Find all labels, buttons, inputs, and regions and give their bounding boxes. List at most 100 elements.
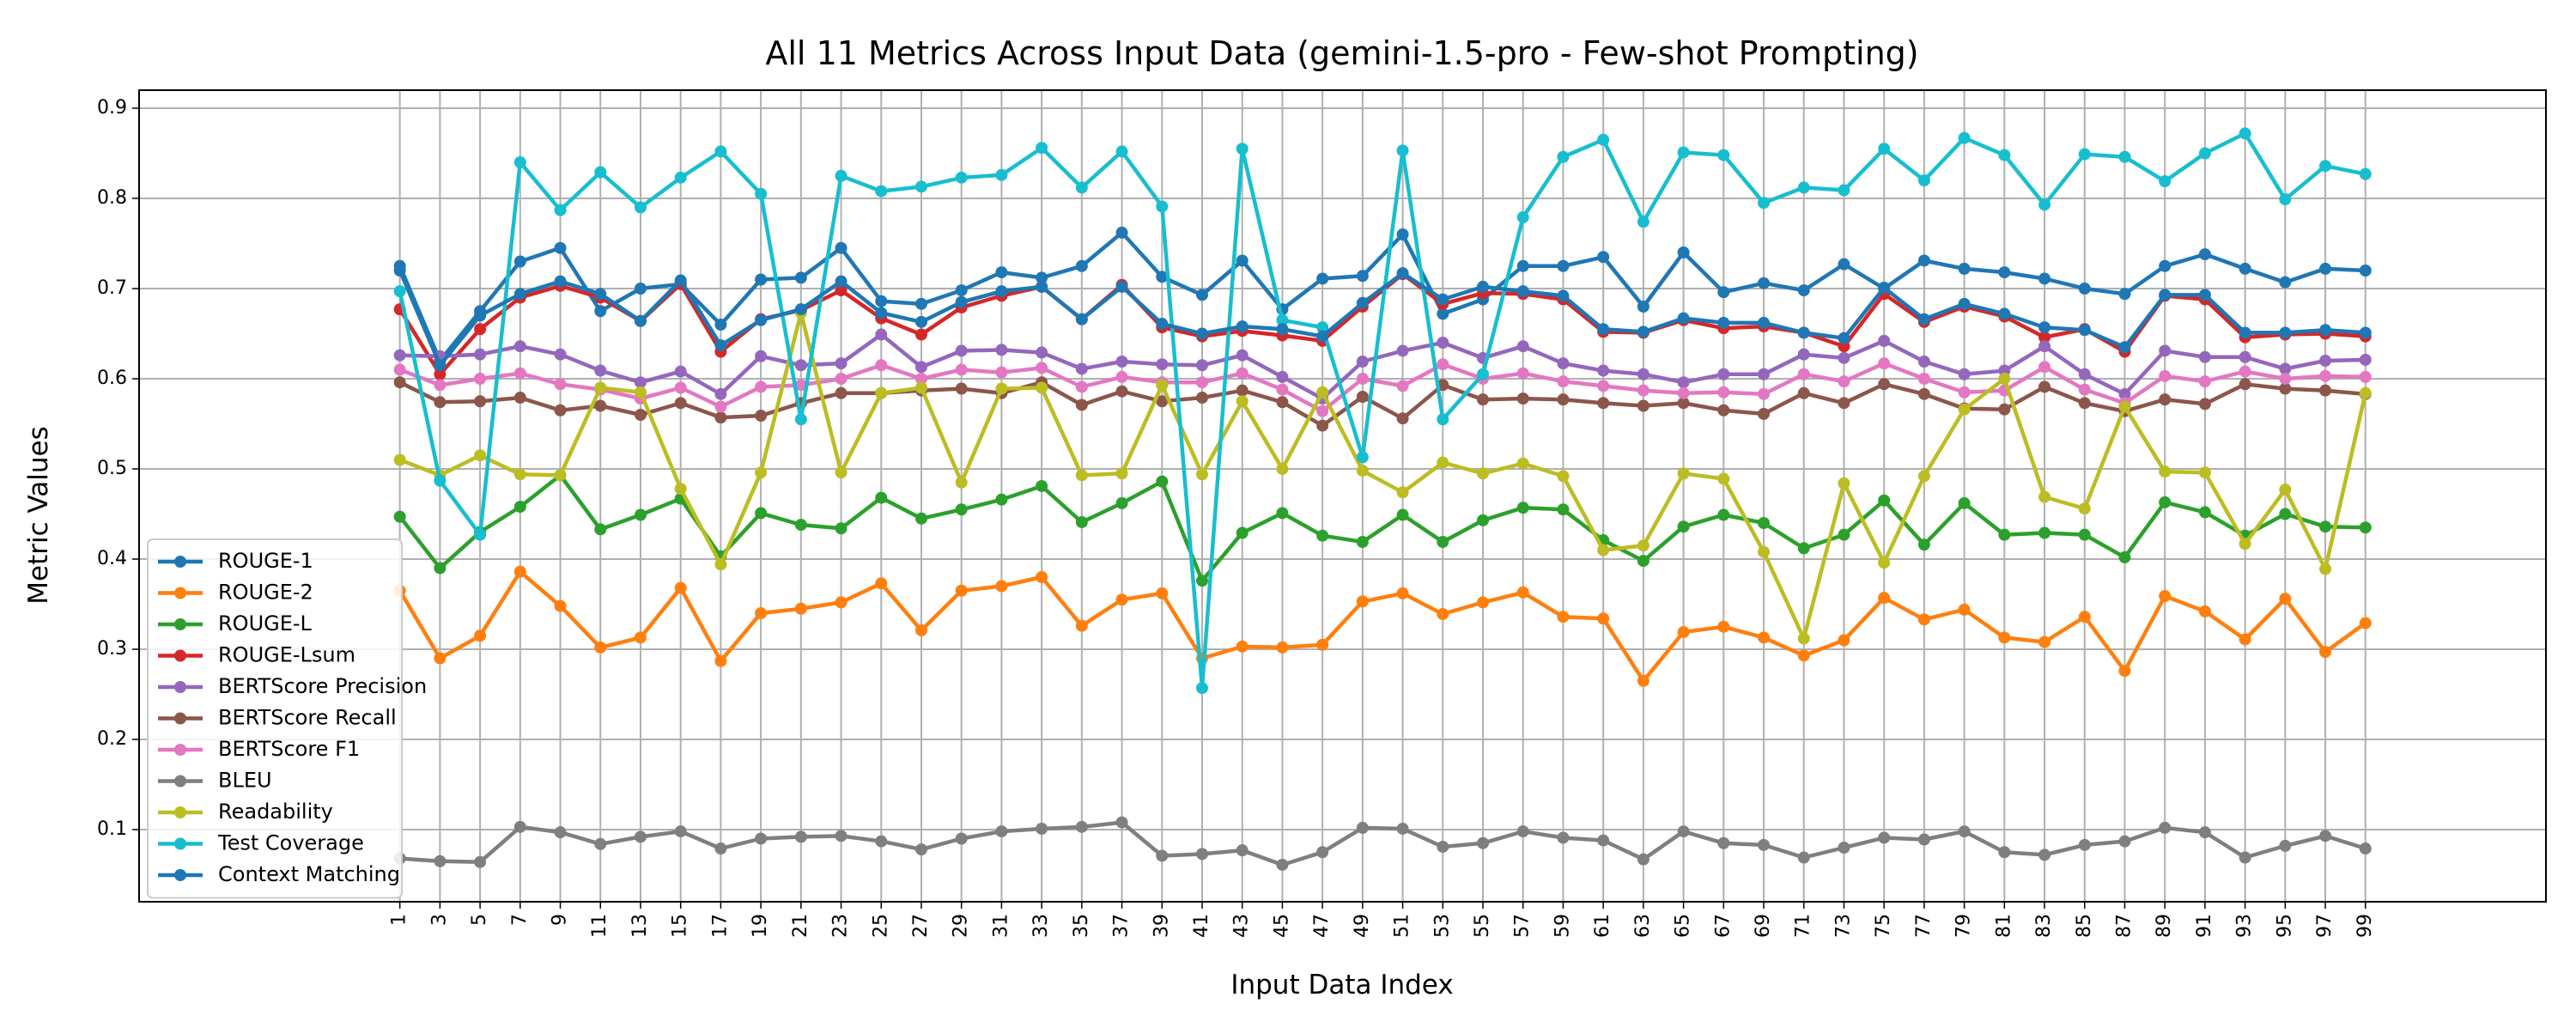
data-point: [434, 368, 447, 380]
data-point: [554, 826, 567, 839]
x-tick-label: 65: [1673, 914, 1694, 938]
x-tick-label: 69: [1753, 914, 1774, 938]
data-point: [2159, 590, 2172, 603]
data-point: [2279, 382, 2292, 395]
data-point: [2118, 387, 2131, 400]
data-point: [875, 386, 888, 399]
series-line: [398, 569, 2367, 684]
series-line: [398, 361, 2366, 414]
data-point: [1838, 634, 1850, 647]
x-tick-label: 87: [2113, 914, 2135, 938]
data-point: [1156, 200, 1169, 213]
data-point: [594, 837, 607, 850]
legend-label: ROUGE-2: [218, 581, 313, 605]
legend-label: BERTScore Precision: [218, 674, 427, 698]
data-point: [1758, 407, 1771, 420]
data-point: [1597, 544, 1610, 557]
data-point: [1437, 840, 1449, 853]
data-point: [1075, 181, 1088, 194]
data-point: [594, 364, 607, 377]
data-point: [1075, 515, 1088, 528]
data-point: [2038, 490, 2051, 503]
data-point: [1838, 351, 1850, 364]
x-tick-label: 27: [910, 914, 932, 938]
data-point: [1356, 296, 1369, 309]
data-point: [2198, 466, 2211, 479]
data-point: [1195, 575, 1208, 587]
data-point: [1597, 397, 1610, 410]
data-point: [914, 512, 927, 525]
data-point: [995, 344, 1008, 356]
x-tick-label: 63: [1632, 914, 1654, 938]
data-point: [1236, 367, 1249, 380]
data-point: [1036, 280, 1048, 293]
x-tick-label: 29: [951, 914, 972, 938]
data-point: [1677, 386, 1690, 399]
series-line: [398, 230, 2366, 363]
data-point: [1356, 373, 1369, 385]
data-point: [1677, 397, 1690, 410]
data-point: [1717, 316, 1730, 329]
legend-marker: [174, 806, 186, 818]
data-point: [1276, 383, 1289, 396]
data-point: [875, 491, 888, 504]
series-line: [398, 270, 2366, 368]
data-point: [714, 339, 727, 352]
data-point: [1516, 340, 1529, 353]
data-point: [1195, 682, 1208, 695]
data-point: [1677, 626, 1690, 639]
data-point: [1437, 307, 1449, 320]
data-point: [1717, 620, 1730, 633]
data-point: [2078, 528, 2091, 541]
data-point: [2118, 665, 2131, 678]
data-point: [2359, 386, 2372, 399]
data-point: [1195, 376, 1208, 389]
data-point: [1637, 399, 1649, 412]
data-point: [1637, 384, 1649, 397]
data-point: [1236, 143, 1249, 155]
data-point: [1276, 370, 1289, 383]
series-line: [398, 380, 2366, 428]
legend-label: ROUGE-L: [218, 611, 313, 636]
data-point: [1758, 316, 1771, 329]
x-tick-label: 3: [428, 914, 450, 926]
data-point: [1477, 514, 1490, 526]
data-point: [1758, 387, 1771, 400]
data-point: [1597, 251, 1610, 264]
data-point: [393, 349, 406, 362]
data-point: [1276, 396, 1289, 409]
legend-label: Test Coverage: [217, 831, 364, 855]
data-point: [1958, 403, 1971, 416]
data-point: [755, 466, 768, 479]
data-point: [2078, 283, 2091, 295]
data-point: [955, 284, 968, 297]
data-point: [634, 201, 647, 214]
y-tick-label: 0.3: [97, 638, 127, 660]
legend-marker: [174, 649, 186, 662]
data-point: [1316, 272, 1329, 285]
data-point: [955, 503, 968, 516]
legend-item: Test Coverage: [158, 831, 364, 855]
data-point: [1917, 356, 1930, 368]
data-point: [1075, 469, 1088, 482]
data-point: [1797, 649, 1810, 662]
data-point: [554, 275, 567, 288]
data-point: [1797, 368, 1810, 380]
data-point: [1316, 529, 1329, 542]
data-point: [513, 820, 526, 833]
legend-item: Readability: [158, 800, 333, 824]
data-point: [1236, 395, 1249, 408]
x-tick-label: 1: [389, 914, 410, 926]
data-point: [1838, 477, 1850, 490]
x-tick-label: 39: [1151, 914, 1172, 938]
x-tick-label: 95: [2274, 914, 2295, 938]
data-point: [1677, 467, 1690, 480]
x-tick-label: 15: [670, 914, 691, 938]
data-point: [2319, 262, 2332, 275]
data-point: [1878, 557, 1891, 569]
x-tick-label: 93: [2234, 914, 2256, 938]
data-point: [434, 474, 447, 487]
data-point: [1276, 507, 1289, 520]
data-point: [835, 275, 848, 288]
data-point: [914, 315, 927, 328]
